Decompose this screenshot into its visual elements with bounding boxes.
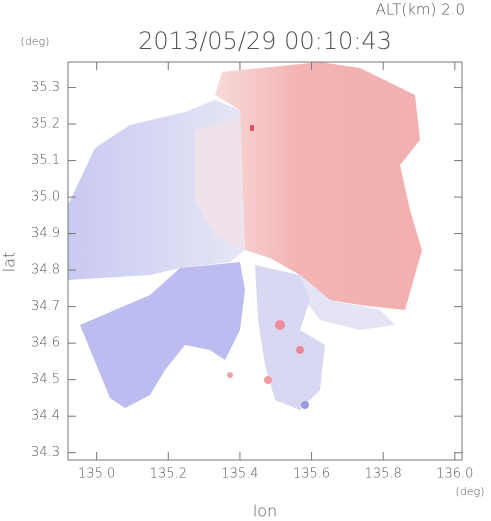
y-tick-label: 35.0: [31, 190, 60, 205]
y-tick-label: 35.2: [31, 117, 60, 132]
y-tick-label: 34.4: [31, 409, 60, 424]
y-tick-label: 34.8: [31, 263, 60, 278]
x-unit: (deg): [456, 485, 485, 498]
y-tick-label: 34.6: [31, 336, 60, 351]
x-tick-label: 135.4: [221, 467, 258, 482]
chart-title: 2013/05/29 00:10:43: [138, 27, 392, 55]
x-tick-label: 135.0: [78, 467, 115, 482]
y-tick-label: 35.3: [31, 80, 60, 95]
x-tick-label: 136.0: [436, 467, 473, 482]
y-tick-label: 34.3: [31, 445, 60, 460]
y-tick-label: 35.1: [31, 153, 60, 168]
x-tick-label: 135.6: [293, 467, 330, 482]
x-axis-label: lon: [253, 502, 277, 521]
y-tick-label: 34.7: [31, 299, 60, 314]
x-tick-label: 135.2: [150, 467, 187, 482]
y-axis-label: lat: [0, 252, 19, 273]
plot-frame: [67, 61, 463, 461]
y-tick-label: 34.5: [31, 372, 60, 387]
altitude-label: ALT(km) 2.0: [376, 1, 465, 19]
y-unit: (deg): [21, 35, 50, 48]
y-tick-label: 34.9: [31, 226, 60, 241]
radar-field: [68, 62, 422, 410]
x-tick-label: 135.8: [365, 467, 402, 482]
